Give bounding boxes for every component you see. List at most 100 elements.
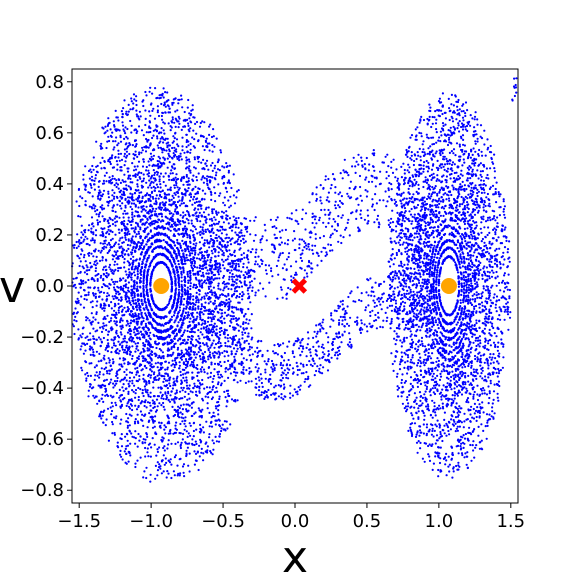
orbit-point (149, 404, 152, 407)
orbit-point (164, 391, 167, 394)
orbit-point (92, 233, 95, 236)
orbit-point (238, 301, 241, 304)
orbit-point (204, 208, 207, 211)
orbit-point (177, 228, 180, 231)
orbit-point (204, 292, 207, 295)
orbit-point (110, 378, 113, 381)
orbit-point (99, 251, 102, 254)
orbit-point (189, 279, 192, 282)
orbit-point (115, 185, 118, 189)
orbit-point (179, 343, 182, 346)
orbit-point (154, 378, 157, 381)
orbit-point (173, 321, 176, 324)
orbit-point (111, 131, 114, 134)
orbit-point (204, 192, 207, 195)
orbit-point (128, 429, 131, 432)
orbit-point (206, 372, 209, 375)
orbit-point (115, 136, 118, 139)
orbit-point (140, 243, 143, 247)
orbit-point (214, 192, 217, 195)
orbit-point (150, 243, 153, 246)
orbit-point (133, 192, 136, 195)
orbit-point (191, 443, 194, 446)
orbit-point (108, 243, 111, 246)
orbit-point (184, 416, 187, 419)
orbit-point (171, 172, 174, 175)
orbit-point (140, 200, 143, 204)
orbit-point (114, 140, 117, 143)
orbit-point (197, 172, 200, 175)
orbit-point (128, 371, 132, 374)
orbit-point (87, 254, 91, 257)
orbit-point (129, 205, 132, 208)
orbit-point (237, 324, 240, 327)
orbit-point (124, 270, 127, 273)
orbit-point (163, 463, 166, 466)
orbit-point (222, 182, 225, 185)
orbit-point (127, 390, 130, 393)
orbit-point (135, 373, 138, 376)
orbit-point (185, 403, 188, 406)
orbit-point (164, 372, 167, 375)
orbit-point (186, 362, 189, 365)
orbit-point (188, 442, 191, 445)
orbit-point (169, 186, 172, 189)
orbit-point (149, 209, 152, 212)
orbit-point (221, 375, 224, 378)
orbit-point (170, 463, 173, 466)
orbit-point (197, 301, 200, 304)
orbit-point (86, 269, 89, 272)
orbit-point (128, 327, 132, 331)
orbit-point (101, 215, 104, 218)
orbit-point (178, 309, 181, 312)
orbit-point (100, 195, 104, 198)
orbit-point (135, 371, 138, 374)
orbit-point (87, 229, 90, 232)
orbit-point (204, 228, 207, 231)
orbit-point (189, 350, 193, 353)
orbit-point (133, 174, 136, 177)
orbit-point (128, 152, 131, 156)
orbit-point (161, 439, 164, 442)
orbit-point (207, 396, 210, 399)
orbit-point (152, 318, 155, 321)
orbit-point (181, 438, 184, 441)
orbit-point (119, 305, 122, 308)
orbit-point (179, 244, 182, 247)
orbit-point (198, 444, 201, 447)
orbit-point (132, 255, 135, 258)
orbit-point (224, 367, 227, 370)
orbit-point (155, 328, 158, 331)
orbit-point (165, 256, 168, 259)
orbit-point (178, 199, 181, 202)
orbit-point (189, 340, 192, 343)
orbit-point (141, 260, 144, 263)
orbit-point (102, 279, 105, 282)
orbit-point (149, 331, 152, 334)
orbit-point (150, 294, 153, 297)
orbit-point (129, 257, 132, 260)
orbit-point (183, 288, 186, 291)
orbit-point (129, 403, 132, 406)
orbit-point (137, 386, 140, 390)
orbit-point (136, 223, 139, 226)
orbit-point (183, 338, 186, 341)
orbit-point (101, 307, 104, 310)
orbit-point (106, 372, 109, 375)
orbit-point (132, 246, 135, 250)
orbit-point (187, 292, 190, 296)
orbit-point (151, 157, 155, 161)
orbit-point (152, 154, 155, 157)
orbit-point (139, 388, 142, 391)
orbit-point (143, 364, 147, 367)
orbit-point (144, 388, 147, 391)
orbit-point (97, 321, 100, 324)
orbit-point (193, 236, 196, 239)
orbit-point (187, 258, 190, 262)
orbit-point (150, 415, 153, 418)
orbit-point (139, 235, 143, 238)
orbit-point (134, 350, 137, 353)
orbit-point (140, 400, 144, 403)
orbit-point (210, 191, 213, 194)
orbit-point (119, 285, 122, 288)
